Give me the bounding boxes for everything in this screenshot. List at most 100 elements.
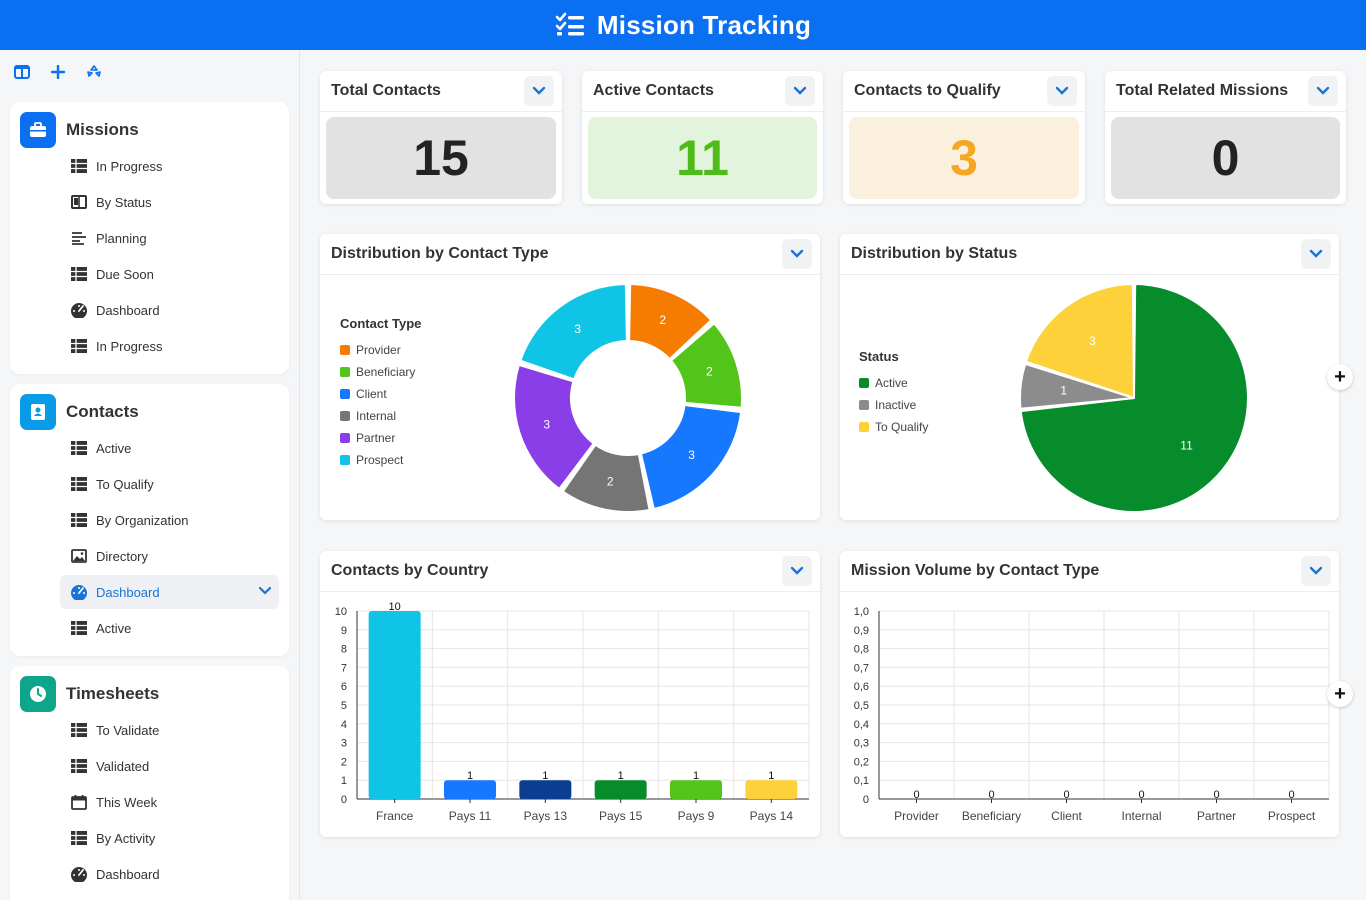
donut-data-label: 3 xyxy=(574,322,581,336)
bar-france[interactable] xyxy=(368,611,421,799)
sidebar-item-dashboard-active[interactable]: Dashboard xyxy=(60,575,279,609)
add-widget-button[interactable]: + xyxy=(1327,681,1353,707)
chevron-down-icon[interactable] xyxy=(524,76,554,106)
refresh-icon[interactable] xyxy=(84,62,104,82)
donut-data-label: 2 xyxy=(659,313,666,327)
donut-slice-internal[interactable] xyxy=(561,443,651,513)
bar-pays-13[interactable] xyxy=(519,780,572,799)
legend-item[interactable]: Provider xyxy=(340,339,421,361)
legend-item[interactable]: Client xyxy=(340,383,421,405)
y-tick-label: 2 xyxy=(341,756,347,768)
donut-slice-beneficiary[interactable] xyxy=(670,322,743,409)
pie-slice-inactive[interactable] xyxy=(1019,362,1135,410)
kpi-card-active-contacts: Active Contacts 11 xyxy=(582,71,823,204)
pie-data-label: 1 xyxy=(1060,384,1067,398)
chevron-down-icon[interactable] xyxy=(258,584,272,599)
legend-item[interactable]: Internal xyxy=(340,405,421,427)
pie-slice-to-qualify[interactable] xyxy=(1024,283,1135,399)
card-header: Total Contacts xyxy=(320,71,562,112)
donut-slice-prospect[interactable] xyxy=(519,283,628,381)
sidebar-item-label: In Progress xyxy=(96,338,163,354)
sidebar-item-by-activity[interactable]: By Activity xyxy=(60,821,279,855)
add-icon[interactable] xyxy=(48,62,68,82)
legend-item[interactable]: Partner xyxy=(340,427,421,449)
chevron-down-icon[interactable] xyxy=(785,76,815,106)
y-tick-label: 8 xyxy=(341,644,347,656)
gauge-icon xyxy=(70,584,88,600)
clock-icon xyxy=(20,676,56,712)
sidebar-item-label: Active xyxy=(96,440,132,456)
table-icon xyxy=(70,440,88,456)
section-header-missions[interactable]: Missions xyxy=(20,112,139,148)
bar-pays-14[interactable] xyxy=(745,780,798,799)
sidebar-item-in-progress-2[interactable]: In Progress xyxy=(60,329,279,363)
sidebar-item-by-organization[interactable]: By Organization xyxy=(60,503,279,537)
y-tick-label: 0,2 xyxy=(854,756,869,768)
sidebar-item-active-2[interactable]: Active xyxy=(60,611,279,645)
sidebar-item-by-status[interactable]: By Status xyxy=(60,185,279,219)
bar-data-label: 0 xyxy=(988,789,994,801)
y-tick-label: 0,4 xyxy=(854,719,869,731)
section-header-contacts[interactable]: Contacts xyxy=(20,394,139,430)
chevron-down-icon[interactable] xyxy=(1308,76,1338,106)
chart-card-status: Distribution by Status Status Active Ina… xyxy=(840,234,1339,520)
bar-pays-11[interactable] xyxy=(444,780,496,799)
table-icon xyxy=(70,158,88,174)
legend-item[interactable]: Prospect xyxy=(340,449,421,471)
sidebar-item-label: To Qualify xyxy=(96,476,154,492)
legend-item[interactable]: To Qualify xyxy=(859,416,928,438)
add-widget-button[interactable]: + xyxy=(1327,364,1353,390)
sidebar-section-contacts: Contacts Active To Qualify By Organizati… xyxy=(10,384,289,656)
chevron-down-icon[interactable] xyxy=(782,556,812,586)
x-tick-label: Pays 15 xyxy=(599,809,643,823)
card-header: Contacts by Country xyxy=(320,551,820,592)
sidebar-item-this-week[interactable]: This Week xyxy=(60,785,279,819)
card-header: Mission Volume by Contact Type xyxy=(840,551,1339,592)
bar-chart-mission-volume: 0 0,1 0,2 0,3 0,4 0,5 0,6 0,7 0,8 0,9 1,0 0 Provider… xyxy=(854,606,1330,823)
donut-slice-provider[interactable] xyxy=(628,283,713,361)
donut-slice-partner[interactable] xyxy=(513,363,595,490)
chevron-down-icon[interactable] xyxy=(1301,556,1331,586)
sidebar-item-directory[interactable]: Directory xyxy=(60,539,279,573)
sidebar-item-to-qualify[interactable]: To Qualify xyxy=(60,467,279,501)
bar-data-label: 0 xyxy=(1063,789,1069,801)
chart-card-country: Contacts by Country 0 1 2 3 4 5 6 7 8 9 10 10 France… xyxy=(320,551,820,837)
bar-data-label: 0 xyxy=(1288,789,1294,801)
sidebar-item-due-soon[interactable]: Due Soon xyxy=(60,257,279,291)
y-tick-label: 1,0 xyxy=(854,606,869,618)
bar-data-label: 0 xyxy=(1213,789,1219,801)
sidebar-item-dashboard-timesheets[interactable]: Dashboard xyxy=(60,857,279,891)
layout-toggle-icon[interactable] xyxy=(12,62,32,82)
sidebar-item-dashboard[interactable]: Dashboard xyxy=(60,293,279,327)
sidebar-item-to-validate[interactable]: To Validate xyxy=(60,713,279,747)
section-header-timesheets[interactable]: Timesheets xyxy=(20,676,159,712)
bar-data-label: 0 xyxy=(913,789,919,801)
bar-pays-9[interactable] xyxy=(670,780,722,799)
legend-item[interactable]: Inactive xyxy=(859,394,928,416)
x-tick-label: France xyxy=(376,809,414,823)
chevron-down-icon[interactable] xyxy=(1301,239,1331,269)
card-header: Total Related Missions xyxy=(1105,71,1346,112)
sidebar-item-in-progress[interactable]: In Progress xyxy=(60,149,279,183)
legend-item[interactable]: Beneficiary xyxy=(340,361,421,383)
card-title: Mission Volume by Contact Type xyxy=(851,562,1100,579)
sidebar-item-label: Due Soon xyxy=(96,266,154,282)
x-tick-label: Pays 9 xyxy=(678,809,715,823)
y-tick-label: 0 xyxy=(863,794,869,806)
sidebar-item-active[interactable]: Active xyxy=(60,431,279,465)
y-tick-label: 0,1 xyxy=(854,775,869,787)
bar-pays-15[interactable] xyxy=(594,780,647,799)
chevron-down-icon[interactable] xyxy=(1047,76,1077,106)
y-tick-label: 0 xyxy=(341,794,347,806)
donut-slice-client[interactable] xyxy=(639,404,743,511)
sidebar-item-label: Directory xyxy=(96,548,149,564)
x-tick-label: Provider xyxy=(894,809,939,823)
legend-item[interactable]: Active xyxy=(859,372,928,394)
y-tick-label: 10 xyxy=(335,606,347,618)
y-tick-label: 6 xyxy=(341,681,347,693)
sidebar-item-planning[interactable]: Planning xyxy=(60,221,279,255)
chevron-down-icon[interactable] xyxy=(782,239,812,269)
section-title: Contacts xyxy=(66,402,139,421)
sidebar-item-validated[interactable]: Validated xyxy=(60,749,279,783)
checklist-icon xyxy=(555,12,585,38)
